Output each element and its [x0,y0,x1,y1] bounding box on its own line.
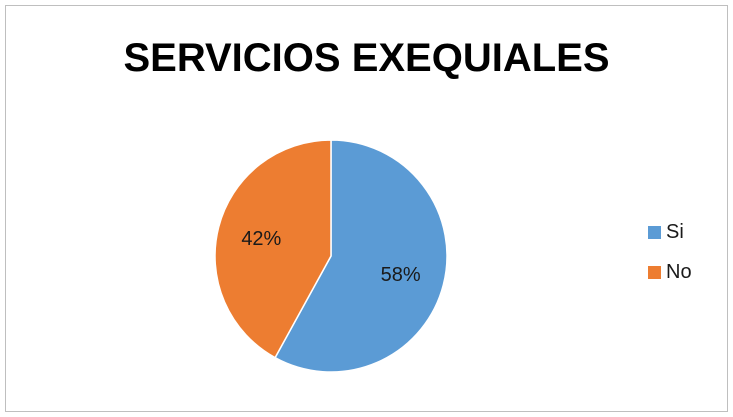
pie-slices [214,139,448,373]
legend: Si No [648,220,692,300]
legend-item-si: Si [648,220,692,244]
legend-label-no: No [666,260,692,283]
legend-label-si: Si [666,220,684,243]
legend-item-no: No [648,260,692,284]
pie-slice-si [274,139,448,373]
legend-swatch-no [648,265,661,279]
pie-labels: 58% 42% [241,228,421,286]
pie-chart: 58% 42% [214,139,448,373]
chart-area: SERVICIOS EXEQUIALES 58% 42% Si No [5,5,728,412]
pie-label-no: 42% [241,228,281,250]
chart-title: SERVICIOS EXEQUIALES [123,36,610,80]
pie-slice-no [214,139,332,359]
pie-label-si: 58% [381,264,421,286]
legend-swatch-si [648,225,661,239]
